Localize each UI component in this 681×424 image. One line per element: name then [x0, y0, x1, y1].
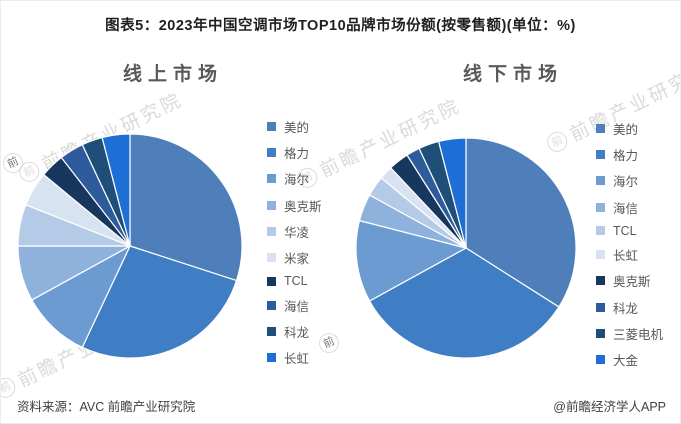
legend-label: 长虹: [284, 351, 310, 366]
legend-item: 华凌: [267, 222, 322, 241]
legend-item: 海尔: [267, 169, 322, 188]
legend-item: 三菱电机: [596, 324, 663, 343]
legend-item: 奥克斯: [596, 271, 663, 290]
legend-item: 海信: [267, 296, 322, 315]
legend-item: 奥克斯: [267, 196, 322, 215]
legend-item: 科龙: [267, 322, 322, 341]
legend-swatch: [267, 300, 276, 310]
chart-title-offline: 线下市场: [463, 64, 564, 85]
legend-swatch: [267, 226, 276, 236]
legend-swatch: [596, 354, 605, 364]
pie-slice-美的: [129, 133, 243, 282]
online-pie-chart: [17, 133, 243, 359]
pie-slice-格力: [81, 245, 238, 359]
legend-swatch: [267, 326, 276, 336]
legend-label: 奥克斯: [613, 275, 651, 290]
legend-swatch: [267, 276, 276, 286]
legend-item: TCL: [596, 224, 663, 238]
legend-label: 海信: [284, 299, 310, 314]
legend-item: 长虹: [267, 348, 322, 367]
legend-swatch: [267, 174, 276, 184]
legend-item: 美的: [267, 117, 322, 136]
pie-slice-海尔: [355, 219, 468, 302]
legend-label: 华凌: [284, 225, 310, 240]
legend-label: 海尔: [284, 173, 310, 188]
legend-label: 大金: [613, 353, 639, 368]
legend-item: 格力: [596, 145, 663, 164]
legend-label: 海信: [613, 201, 639, 216]
source-note: 资料来源：AVC 前瞻产业研究院: [17, 400, 196, 414]
legend-label: 米家: [284, 252, 310, 267]
legend-item: 长虹: [596, 245, 663, 264]
chart-title-online: 线上市场: [123, 64, 224, 85]
legend-swatch: [267, 122, 276, 131]
watermark-seal-icon: 前: [1, 373, 19, 401]
legend-label: 格力: [284, 147, 310, 162]
legend-item: 美的: [596, 119, 663, 138]
legend-swatch: [596, 302, 605, 312]
legend-swatch: [596, 124, 605, 133]
legend-swatch: [596, 328, 605, 338]
legend-swatch: [267, 352, 276, 362]
legend-label: 格力: [613, 149, 639, 164]
legend-label: 海尔: [613, 175, 639, 190]
legend-swatch: [596, 250, 605, 260]
pie-slice-长虹: [101, 133, 131, 247]
online-legend: 美的格力海尔奥克斯华凌米家 TCL 海信科龙长虹: [267, 117, 322, 367]
pie-slice-大金: [437, 137, 467, 249]
legend-swatch: [596, 176, 605, 186]
legend-label: 奥克斯: [284, 199, 322, 214]
legend-swatch: [596, 150, 605, 160]
figure-title: 图表5：2023年中国空调市场TOP10品牌市场份额(按零售额)(单位：%): [105, 18, 576, 34]
legend-label: 科龙: [613, 301, 639, 316]
legend-label: TCL: [284, 274, 308, 289]
legend-label: 科龙: [284, 325, 310, 340]
legend-label: TCL: [613, 223, 637, 238]
legend-label: 美的: [613, 123, 639, 137]
legend-item: TCL: [267, 274, 322, 288]
legend-item: 海信: [596, 198, 663, 217]
legend-item: 米家: [267, 248, 322, 267]
offline-pie-chart: [355, 137, 577, 359]
legend-item: 科龙: [596, 298, 663, 317]
legend-label: 三菱电机: [613, 327, 664, 342]
legend-swatch: [596, 226, 605, 236]
pie-slice-美的: [465, 137, 577, 308]
legend-swatch: [267, 148, 276, 158]
credit-note: @前瞻经济学人APP: [553, 400, 666, 414]
legend-swatch: [267, 200, 276, 210]
legend-label: 长虹: [613, 249, 639, 264]
legend-item: 大金: [596, 350, 663, 369]
legend-label: 美的: [284, 121, 310, 135]
legend-item: 海尔: [596, 171, 663, 190]
offline-legend: 美的格力海尔海信 TCL 长虹奥克斯科龙三菱电机大金: [596, 119, 663, 369]
legend-swatch: [596, 276, 605, 286]
legend-swatch: [596, 202, 605, 212]
legend-item: 格力: [267, 143, 322, 162]
legend-swatch: [267, 253, 276, 263]
